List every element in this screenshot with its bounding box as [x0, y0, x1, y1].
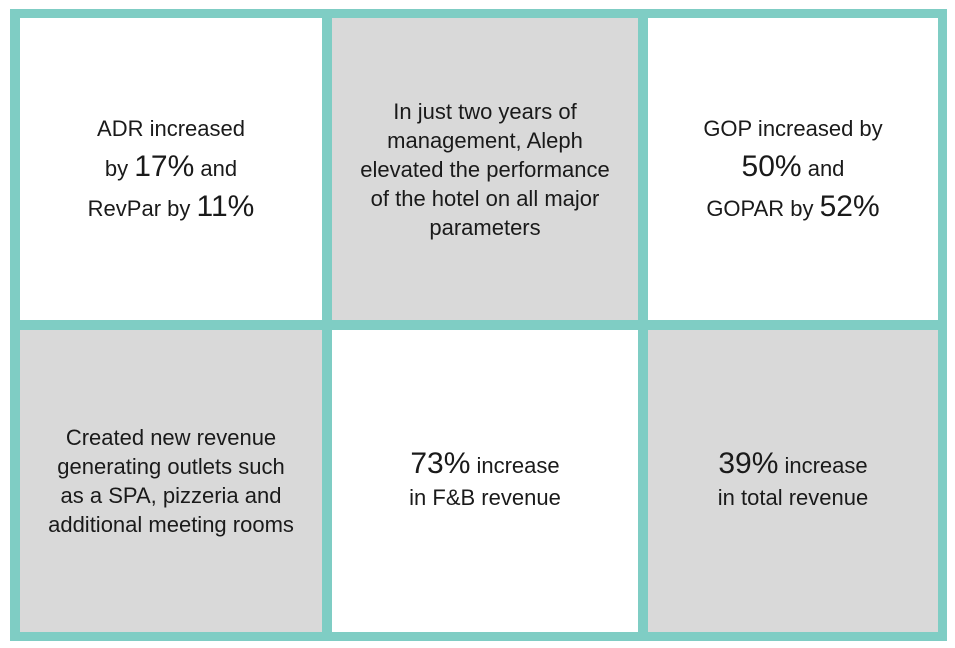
- gop-line-2: 50% and: [703, 148, 882, 188]
- outlets-line: as a SPA, pizzeria and: [60, 483, 282, 508]
- adr-percent: 17%: [134, 150, 195, 183]
- summary-line: management, Aleph: [387, 127, 583, 153]
- total-revenue-card: 39% increase in total revenue: [648, 330, 938, 632]
- gopar-label: GOPAR by: [706, 196, 820, 221]
- adr-revpar-card: ADR increased by 17% and RevPar by 11%: [20, 18, 322, 320]
- fnb-revenue-text: 73% increase in F&B revenue: [409, 448, 561, 514]
- summary-line: parameters: [429, 214, 541, 240]
- gopar-line: GOPAR by 52%: [703, 188, 882, 228]
- fnb-line-1: 73% increase: [409, 448, 561, 482]
- gopar-percent: 52%: [819, 190, 880, 223]
- revpar-percent: 11%: [196, 190, 255, 223]
- adr-line-2: by 17% and: [88, 148, 255, 188]
- adr-line-1: ADR increased: [97, 116, 245, 141]
- revpar-label: RevPar by: [87, 196, 197, 221]
- adr-and-label: and: [194, 156, 238, 181]
- total-line-2: in total revenue: [717, 485, 869, 510]
- summary-card: In just two years of management, Aleph e…: [332, 18, 638, 320]
- adr-revpar-text: ADR increased by 17% and RevPar by 11%: [88, 110, 255, 228]
- summary-text: In just two years of management, Aleph e…: [360, 97, 610, 242]
- outlets-line: generating outlets such: [57, 454, 285, 479]
- adr-by-label: by: [104, 156, 135, 181]
- new-outlets-card: Created new revenue generating outlets s…: [20, 330, 322, 632]
- total-revenue-text: 39% increase in total revenue: [718, 448, 868, 514]
- outlets-line: Created new revenue: [65, 425, 277, 450]
- outlets-line: additional meeting rooms: [48, 512, 294, 537]
- total-increase-label: increase: [778, 453, 868, 478]
- gop-percent: 50%: [741, 150, 802, 183]
- gop-gopar-text: GOP increased by 50% and GOPAR by 52%: [703, 110, 882, 228]
- fnb-percent: 73%: [410, 447, 471, 480]
- fnb-revenue-card: 73% increase in F&B revenue: [332, 330, 638, 632]
- summary-line: of the hotel on all major: [370, 185, 600, 211]
- total-line-1: 39% increase: [718, 448, 868, 482]
- gop-line-1: GOP increased by: [703, 116, 883, 141]
- gop-and-label: and: [801, 156, 845, 181]
- results-grid: ADR increased by 17% and RevPar by 11% I…: [10, 9, 947, 641]
- summary-line: elevated the performance: [360, 156, 610, 182]
- fnb-increase-label: increase: [470, 453, 560, 478]
- fnb-line-2: in F&B revenue: [409, 485, 561, 510]
- new-outlets-text: Created new revenue generating outlets s…: [48, 423, 294, 539]
- summary-line: In just two years of: [393, 98, 577, 124]
- revpar-line: RevPar by 11%: [88, 188, 255, 228]
- total-percent: 39%: [718, 447, 779, 480]
- gop-gopar-card: GOP increased by 50% and GOPAR by 52%: [648, 18, 938, 320]
